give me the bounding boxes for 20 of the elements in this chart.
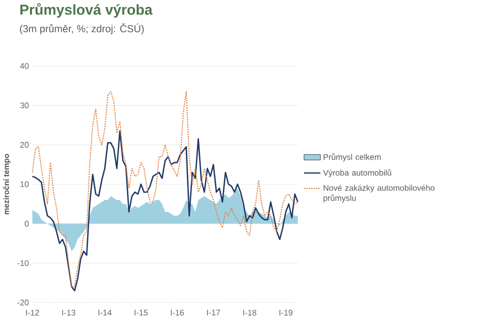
x-tick-label: I-18 [243,310,256,316]
chart-subtitle: (3m průměr, %; zdroj: ČSÚ) [20,23,144,34]
y-tick-label: 20 [20,142,29,148]
chart-title: Průmyslová výroba [20,3,153,18]
y-tick-label: 0 [24,220,29,227]
x-tick-label: I-19 [280,310,292,316]
y-tick-label: -10 [18,260,29,266]
x-tick-label: I-14 [98,310,112,316]
legend-label: Výroba automobilů [323,169,392,178]
x-tick-label: I-12 [26,310,39,316]
legend-label: Průmysl celkem [324,153,381,162]
x-tick-label: I-16 [170,310,184,316]
y-tick-label: 30 [20,102,29,108]
y-tick-label: 10 [20,181,29,188]
y-tick-label: -20 [18,300,29,306]
x-tick-label: I-17 [207,310,220,316]
x-tick-label: I-13 [62,310,76,316]
x-tick-label: I-15 [134,310,148,316]
y-tick-label: 40 [20,63,29,69]
legend-label: Nové zakázky automobilového průmyslu [324,184,434,203]
